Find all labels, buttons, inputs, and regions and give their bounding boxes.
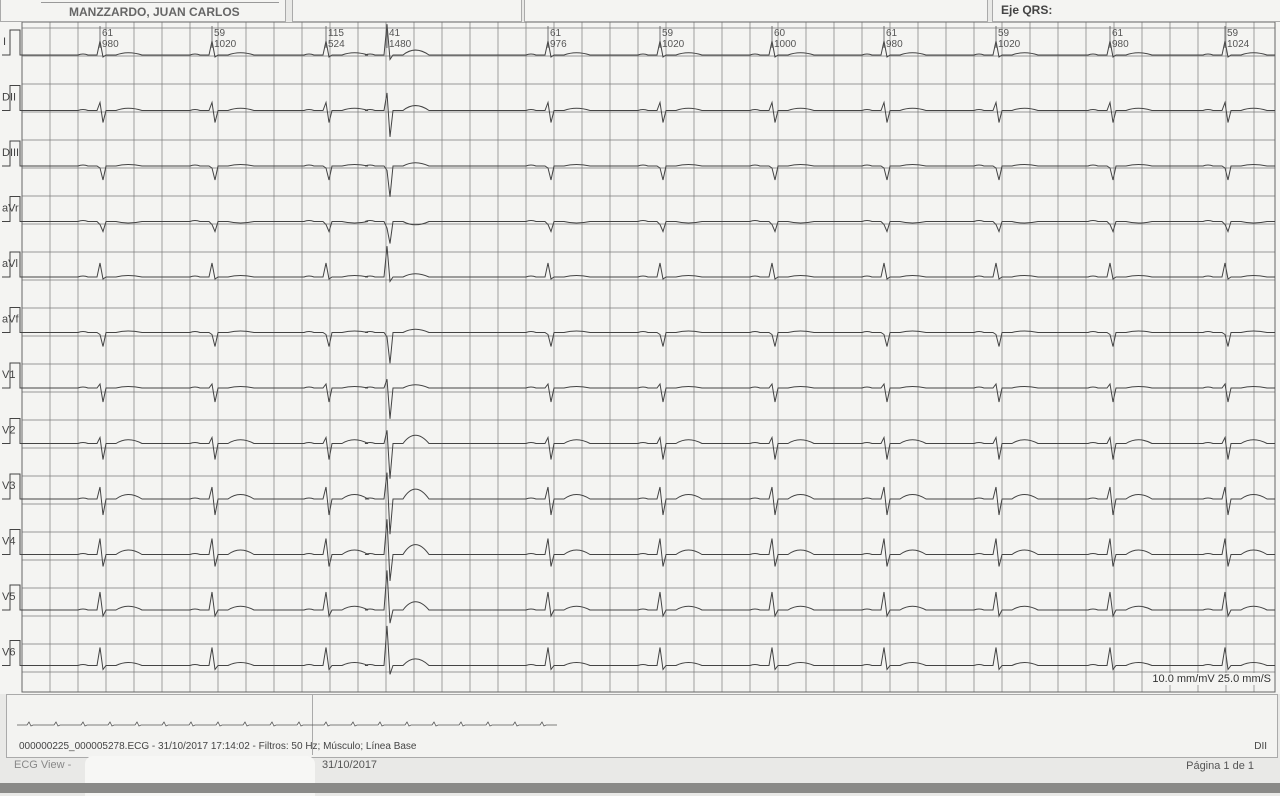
trace-v6 <box>2 625 1275 675</box>
beat-rr: 1020 <box>662 39 685 50</box>
diagnosis-box <box>524 0 988 22</box>
lead-label-avr: aVr <box>2 203 19 215</box>
lead-label-v3: V3 <box>2 480 15 492</box>
file-info: 000000225_000005278.ECG - 31/10/2017 17:… <box>19 741 417 752</box>
trace-v2 <box>2 418 1275 479</box>
scale-label: 10.0 mm/mV 25.0 mm/S <box>1149 673 1274 685</box>
beat-rr: 980 <box>1112 39 1129 50</box>
trace-v4 <box>2 519 1275 581</box>
beat-hr: 59 <box>214 28 226 39</box>
beat-hr: 61 <box>102 28 114 39</box>
rhythm-lead-label: DII <box>1254 741 1267 752</box>
lead-label-diii: DIII <box>2 147 19 159</box>
paper-background <box>0 22 1280 694</box>
beat-rr: 1000 <box>774 39 797 50</box>
lead-label-dii: DII <box>2 92 16 104</box>
patient-name-box: MANZZARDO, JUAN CARLOS <box>0 0 286 22</box>
beat-hr: 60 <box>774 28 786 39</box>
trace-diii <box>2 140 1275 197</box>
beat-rr: 980 <box>102 39 119 50</box>
beat-hr: 59 <box>1227 28 1239 39</box>
beat-hr: 59 <box>998 28 1010 39</box>
lead-label-v2: V2 <box>2 425 15 437</box>
beat-hr: 61 <box>550 28 562 39</box>
trace-avr <box>2 196 1275 244</box>
trace-dii <box>2 85 1275 137</box>
photo-edge <box>0 783 1280 793</box>
grid-border <box>21 22 1276 693</box>
beat-rr: 1024 <box>1227 39 1250 50</box>
patient-info-box <box>292 0 522 22</box>
rhythm-trace-line <box>17 721 557 727</box>
qrs-axis-label: Eje QRS: <box>1001 3 1053 17</box>
lead-label-v1: V1 <box>2 369 15 381</box>
beat-hr: 41 <box>389 28 401 39</box>
footer-app: ECG View - <box>14 759 72 771</box>
lead-label-v5: V5 <box>2 591 15 603</box>
ecg-grid: IDIIDIIIaVraVlaVfV1V2V3V4V5V661980591020… <box>0 22 1280 694</box>
page-indicator: Página 1 de 1 <box>1186 760 1254 772</box>
lead-label-i: I <box>3 36 6 48</box>
beat-hr: 115 <box>328 28 344 39</box>
lead-label-v4: V4 <box>2 536 15 548</box>
patient-name: MANZZARDO, JUAN CARLOS <box>69 5 240 19</box>
beat-rr: 524 <box>328 39 345 50</box>
trace-v5 <box>2 570 1275 624</box>
beat-rr: 1020 <box>998 39 1021 50</box>
axis-box: Eje QRS: <box>992 0 1280 22</box>
lead-label-v6: V6 <box>2 647 15 659</box>
footer-date: 31/10/2017 <box>322 759 378 771</box>
rhythm-strip: 000000225_000005278.ECG - 31/10/2017 17:… <box>6 694 1278 758</box>
beat-rr: 1480 <box>389 39 412 50</box>
beat-rr: 980 <box>886 39 903 50</box>
trace-v1 <box>2 362 1275 419</box>
trace-v3 <box>2 472 1275 535</box>
trace-avl <box>2 246 1275 283</box>
trace-avf <box>2 307 1275 364</box>
rhythm-trace <box>17 721 557 727</box>
lead-label-avf: aVf <box>2 314 19 326</box>
beat-hr: 59 <box>662 28 674 39</box>
beat-hr: 61 <box>886 28 898 39</box>
beat-rr: 976 <box>550 39 567 50</box>
beat-rr: 1020 <box>214 39 237 50</box>
beat-hr: 61 <box>1112 28 1124 39</box>
trace-i <box>2 24 1275 61</box>
